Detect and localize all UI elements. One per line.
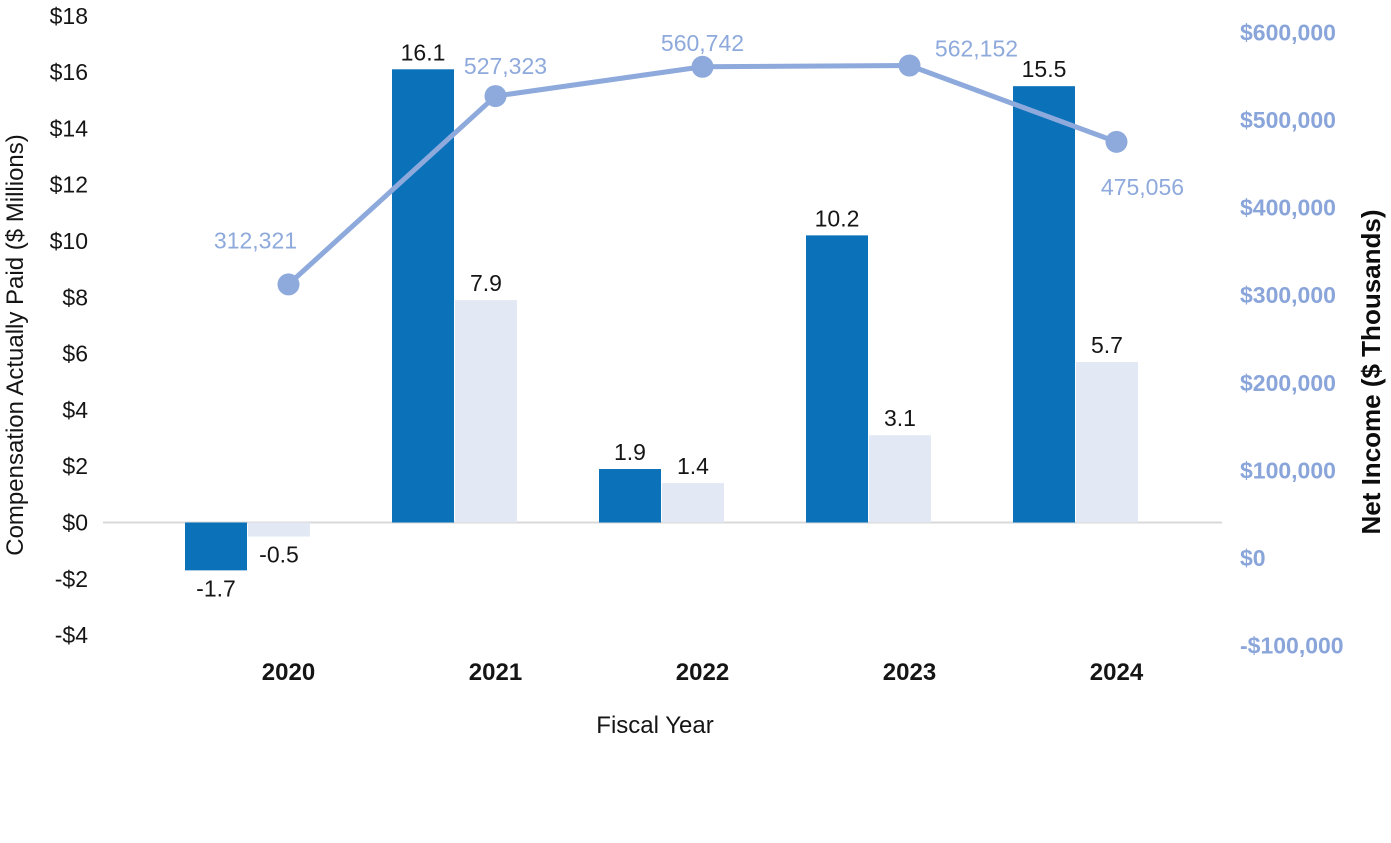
net-income-value-label: 527,323 xyxy=(464,53,547,79)
right-axis-tick-label: $100,000 xyxy=(1240,457,1336,483)
x-axis-tick-label: 2021 xyxy=(469,659,522,686)
right-axis-title: Net Income ($ Thousands) xyxy=(1356,209,1386,535)
bar-series1-2021 xyxy=(455,300,517,523)
right-axis-tick-label: $200,000 xyxy=(1240,370,1336,396)
bar-series0-2022 xyxy=(599,469,661,523)
left-axis-tick-label: $10 xyxy=(50,228,88,254)
plot-area: -1.7 16.1 1.9 10.2 15.5 -0.5 7.9 1.4 3.1 5.7 $18 $1… xyxy=(50,3,1344,686)
x-axis-tick-label: 2023 xyxy=(883,659,936,686)
right-axis-tick-label: $300,000 xyxy=(1240,282,1336,308)
legend: M. Terry Turner Compensation Actually Pa… xyxy=(0,755,1391,843)
net-income-value-label: 560,742 xyxy=(661,30,744,56)
net-income-marker-2023 xyxy=(898,54,921,77)
bar-series1-2020 xyxy=(248,522,310,537)
x-axis-tick-label: 2022 xyxy=(676,659,729,686)
bar-value-label: 16.1 xyxy=(401,39,446,65)
bar-series0-2024 xyxy=(1013,86,1075,523)
bar-value-label: 7.9 xyxy=(470,270,502,296)
bar-series1-2023 xyxy=(869,435,931,523)
bar-value-label: -1.7 xyxy=(196,575,236,601)
net-income-value-label: 312,321 xyxy=(214,227,297,253)
bar-series1-2024 xyxy=(1076,362,1138,523)
left-axis-tick-label: -$4 xyxy=(55,622,88,648)
x-axis-title: Fiscal Year xyxy=(596,712,714,739)
right-axis-tick-label: $600,000 xyxy=(1240,19,1336,45)
bar-series0-2023 xyxy=(806,235,868,523)
right-axis-tick-label: $400,000 xyxy=(1240,195,1336,221)
net-income-value-label: 562,152 xyxy=(935,36,1018,62)
bar-value-label: 5.7 xyxy=(1091,332,1123,358)
bar-value-label: 1.4 xyxy=(677,453,709,479)
bar-value-label: 10.2 xyxy=(815,205,860,231)
left-axis-tick-label: $14 xyxy=(50,115,89,141)
bar-value-label: 15.5 xyxy=(1022,56,1067,82)
bar-series0-2021 xyxy=(392,69,454,523)
left-axis-tick-label: $6 xyxy=(62,341,88,367)
left-axis-tick-label: -$2 xyxy=(55,566,88,592)
right-axis-tick-label: -$100,000 xyxy=(1240,633,1344,659)
right-axis-tick-label: $500,000 xyxy=(1240,107,1336,133)
left-axis-tick-label: $12 xyxy=(50,172,88,198)
net-income-marker-2022 xyxy=(691,55,714,78)
left-axis-title: Compensation Actually Paid ($ Millions) xyxy=(2,134,29,556)
left-axis-tick-label: $16 xyxy=(50,59,88,85)
bar-series1-2022 xyxy=(662,483,724,523)
bar-value-label: 1.9 xyxy=(614,439,646,465)
right-axis-tick-label: $0 xyxy=(1240,545,1266,571)
left-axis-tick-label: $2 xyxy=(62,453,88,479)
net-income-marker-2020 xyxy=(277,273,300,296)
left-axis-tick-label: $18 xyxy=(50,3,88,29)
net-income-value-label: 475,056 xyxy=(1101,174,1184,200)
x-axis-tick-label: 2024 xyxy=(1090,659,1144,686)
left-axis-tick-label: $4 xyxy=(62,397,88,423)
x-axis-tick-label: 2020 xyxy=(262,659,315,686)
bar-value-label: -0.5 xyxy=(259,542,299,568)
bar-series0-2020 xyxy=(185,522,247,571)
left-axis-tick-label: $0 xyxy=(62,510,88,536)
left-axis-tick-label: $8 xyxy=(62,284,88,310)
bar-value-label: 3.1 xyxy=(884,405,916,431)
net-income-marker-2024 xyxy=(1105,130,1128,153)
net-income-marker-2021 xyxy=(484,85,507,108)
